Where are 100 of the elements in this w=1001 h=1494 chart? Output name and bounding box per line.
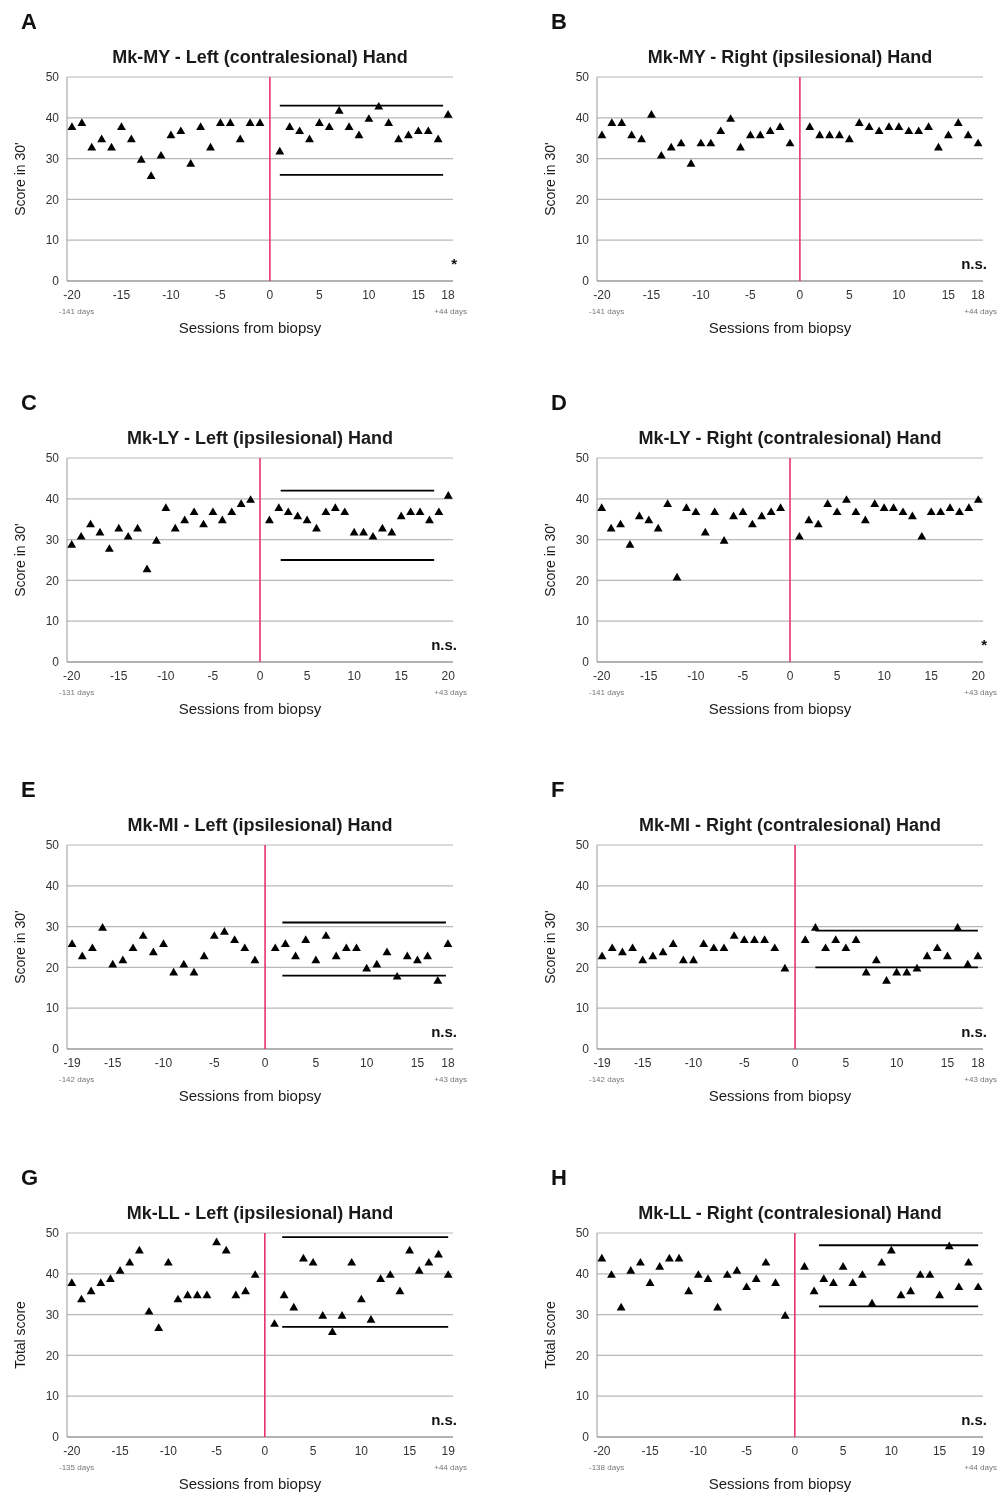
- point: [107, 142, 116, 151]
- point: [828, 1278, 838, 1287]
- point: [914, 126, 924, 135]
- x-tick-label: 10: [889, 1056, 904, 1070]
- text: -141 days: [589, 307, 625, 316]
- point: [804, 515, 814, 524]
- point: [341, 943, 351, 952]
- y-tick-label: 0: [582, 274, 590, 289]
- point: [936, 507, 946, 516]
- point: [377, 523, 387, 532]
- point: [861, 967, 871, 976]
- x-tick-label: -5: [737, 669, 749, 683]
- point: [220, 927, 229, 935]
- y-tick-label: 40: [45, 111, 60, 125]
- text: +43 days: [964, 688, 997, 697]
- point: [663, 499, 673, 507]
- chart-title: Mk-LL - Left (ipsilesional) Hand: [126, 1203, 394, 1223]
- point: [848, 1278, 858, 1287]
- point: [896, 1290, 906, 1299]
- text: -131 days: [59, 688, 95, 697]
- y-axis-title: Score in 30': [12, 523, 28, 597]
- point: [67, 122, 77, 131]
- point: [892, 967, 902, 976]
- point: [215, 118, 225, 126]
- text: -141 days: [589, 688, 625, 697]
- y-tick-label: 40: [575, 492, 590, 506]
- point: [771, 1278, 780, 1287]
- text: -142 days: [589, 1075, 625, 1084]
- point: [270, 1319, 279, 1327]
- annotation: n.s.: [961, 1023, 987, 1040]
- text: -142 days: [59, 1075, 95, 1084]
- y-axis-title: Total score: [12, 1300, 28, 1369]
- point: [118, 955, 128, 964]
- x-axis-title: Sessions from biopsy: [178, 319, 322, 336]
- point: [973, 495, 983, 503]
- y-axis-title: Score in 30': [542, 142, 558, 216]
- x-tick-label: 0: [796, 288, 804, 302]
- point: [904, 126, 914, 135]
- point: [810, 922, 820, 931]
- point: [115, 1266, 125, 1274]
- point: [189, 967, 199, 976]
- annotation: n.s.: [431, 1411, 457, 1428]
- point: [293, 511, 303, 520]
- point: [823, 499, 833, 507]
- x-tick-label: -10: [684, 1056, 703, 1070]
- point: [179, 959, 189, 968]
- point: [133, 523, 143, 532]
- point: [199, 519, 208, 528]
- point: [676, 138, 686, 147]
- point: [337, 1310, 347, 1319]
- point: [415, 507, 425, 516]
- point: [870, 499, 880, 507]
- point: [212, 1237, 222, 1246]
- x-tick-label: 0: [261, 1444, 269, 1458]
- x-tick-label: -15: [642, 288, 661, 302]
- point: [374, 101, 384, 110]
- point: [199, 951, 209, 960]
- point: [666, 142, 676, 151]
- point: [747, 519, 757, 528]
- point: [874, 126, 884, 135]
- point: [382, 947, 392, 956]
- x-tick-label: 20: [441, 669, 456, 683]
- point: [98, 922, 107, 931]
- x-tick-label: 20: [971, 669, 986, 683]
- point: [917, 531, 927, 540]
- point: [280, 939, 290, 947]
- point: [240, 943, 250, 952]
- y-tick-label: 10: [45, 1389, 60, 1404]
- point: [696, 138, 706, 147]
- chart-title: Mk-MI - Right (contralesional) Hand: [638, 815, 942, 835]
- point: [800, 1262, 809, 1270]
- x-tick-label: -15: [111, 1444, 130, 1458]
- chart-title: Mk-LY - Left (ipsilesional) Hand: [126, 428, 394, 448]
- point: [943, 130, 953, 139]
- point: [851, 507, 861, 516]
- point: [279, 1290, 289, 1299]
- point: [327, 1327, 337, 1335]
- point: [706, 138, 716, 147]
- point: [227, 507, 237, 516]
- point: [424, 1257, 434, 1266]
- text: -135 days: [59, 1463, 95, 1472]
- point: [285, 122, 295, 131]
- point: [159, 939, 168, 947]
- y-tick-label: 50: [575, 838, 590, 853]
- point: [413, 955, 422, 964]
- point: [813, 519, 823, 528]
- point: [331, 951, 341, 960]
- point: [607, 1270, 616, 1278]
- point: [617, 947, 627, 956]
- x-tick-label: -20: [63, 288, 81, 302]
- point: [142, 564, 152, 573]
- y-tick-label: 0: [582, 1430, 590, 1445]
- point: [607, 943, 617, 952]
- point: [413, 126, 423, 135]
- point: [235, 134, 245, 143]
- point: [943, 951, 952, 960]
- point: [805, 122, 815, 131]
- text: +43 days: [964, 1075, 997, 1084]
- point: [274, 503, 284, 512]
- point: [664, 1253, 674, 1262]
